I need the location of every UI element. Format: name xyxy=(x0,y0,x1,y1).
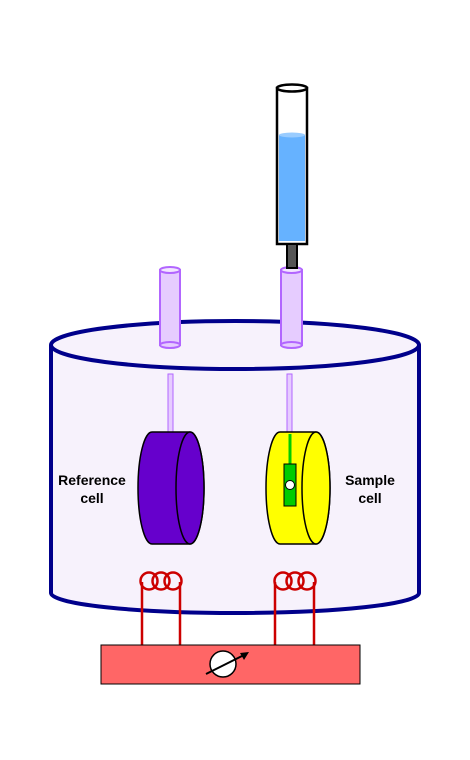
syringe-icon xyxy=(275,83,309,269)
injection-port xyxy=(280,266,303,349)
sample-stem xyxy=(286,373,293,437)
reference-cell-label-line2: cell xyxy=(80,490,103,506)
reference-stem xyxy=(167,373,174,437)
adiabatic-jacket xyxy=(49,319,421,615)
variable-resistor-icon xyxy=(205,650,249,678)
sample-cell-label-line2: cell xyxy=(358,490,381,506)
reference-cell-label-line1: Reference xyxy=(58,472,126,488)
heater-coil-icon xyxy=(139,571,183,645)
heater-coil-icon xyxy=(273,571,317,645)
sample-cell-label-line1: Sample xyxy=(345,472,395,488)
sample-cell xyxy=(265,431,331,545)
reference-port xyxy=(159,266,181,349)
stirrer-paddle xyxy=(283,434,297,507)
reference-cell xyxy=(137,431,205,545)
